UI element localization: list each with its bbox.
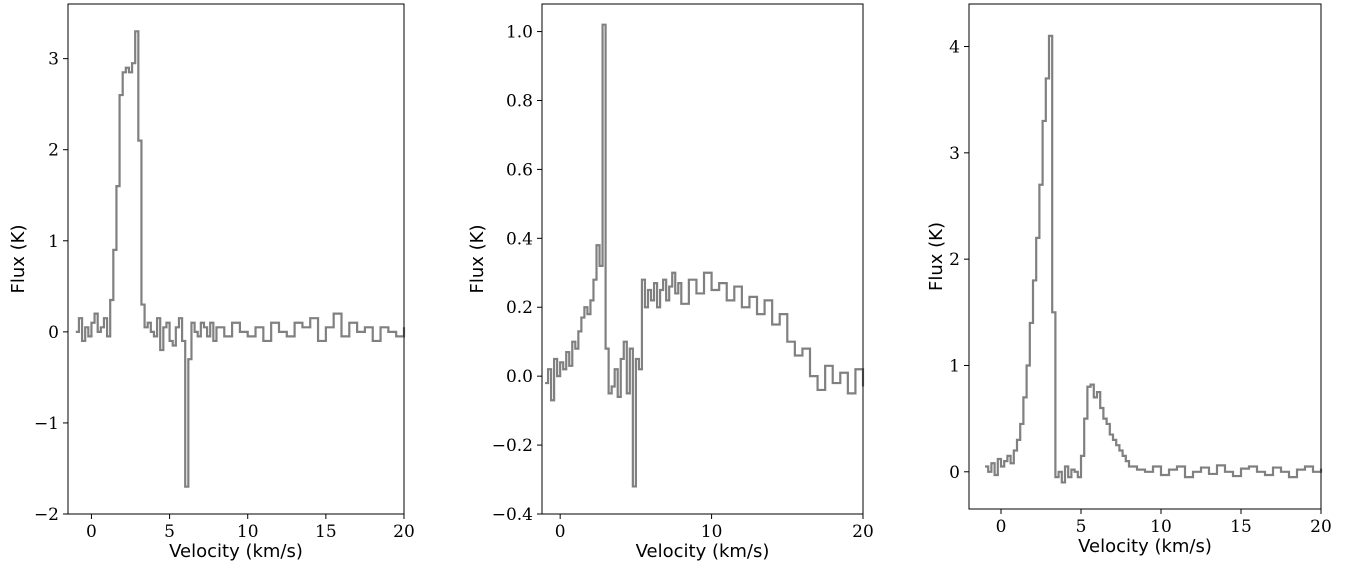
y-tick-label: −2 — [34, 505, 59, 525]
y-tick-label: 1 — [48, 232, 59, 252]
x-tick-label: 15 — [1230, 517, 1252, 537]
plot-frame — [67, 3, 405, 515]
x-tick-label: 20 — [852, 522, 874, 542]
y-tick-label: 4 — [949, 38, 960, 58]
y-tick-label: 0 — [48, 323, 59, 343]
x-tick-label: 10 — [1150, 517, 1172, 537]
x-tick-label: 15 — [315, 522, 337, 542]
x-tick-label: 0 — [555, 522, 566, 542]
y-tick-label: 2 — [48, 141, 59, 161]
y-axis-label: Flux (K) — [467, 225, 488, 294]
y-tick-label: −0.4 — [492, 505, 533, 525]
x-tick-label: 5 — [1076, 517, 1087, 537]
y-tick-label: −1 — [34, 414, 59, 434]
y-tick-label: 0.8 — [506, 91, 533, 111]
x-tick-label: 20 — [393, 522, 415, 542]
panel-1: 0 5 10 15 20 −2 −1 0 1 2 3 Velocity (km/s) Flux (K) — [8, 3, 415, 562]
y-tick-label: 1.0 — [506, 23, 533, 43]
x-tick-label: 0 — [86, 522, 97, 542]
x-tick-label: 10 — [237, 522, 259, 542]
y-axis-label: Flux (K) — [8, 225, 29, 294]
plot-frame — [968, 3, 1322, 510]
y-tick-label: 0.4 — [506, 229, 533, 249]
series-line — [985, 34, 1323, 484]
x-axis-label: Velocity (km/s) — [169, 541, 303, 562]
y-tick-label: 1 — [949, 356, 960, 376]
panel-3: 0 5 10 15 20 0 1 2 3 4 Velocity (km/s) Flux (K) — [926, 3, 1332, 557]
y-tick-label: 0.2 — [506, 298, 533, 318]
x-axis-label: Velocity (km/s) — [636, 541, 770, 562]
y-tick-label: 0.0 — [506, 367, 533, 387]
y-tick-label: 0.6 — [506, 160, 533, 180]
x-tick-label: 0 — [996, 517, 1007, 537]
x-axis-label: Velocity (km/s) — [1078, 536, 1212, 557]
panel-2: 0 10 20 −0.4 −0.2 0.0 0.2 0.4 0.6 0.8 1.0 Velocity … — [467, 3, 874, 562]
y-tick-label: 2 — [949, 250, 960, 270]
y-tick-label: 0 — [949, 463, 960, 483]
x-tick-label: 20 — [1310, 517, 1332, 537]
plot-frame — [541, 3, 864, 515]
series-line — [545, 23, 865, 488]
y-axis-label: Flux (K) — [926, 222, 947, 291]
x-tick-label: 10 — [701, 522, 723, 542]
y-tick-label: 3 — [48, 50, 59, 70]
series-line — [75, 30, 406, 488]
x-tick-label: 5 — [164, 522, 175, 542]
y-tick-label: 3 — [949, 144, 960, 164]
y-tick-label: −0.2 — [492, 436, 533, 456]
